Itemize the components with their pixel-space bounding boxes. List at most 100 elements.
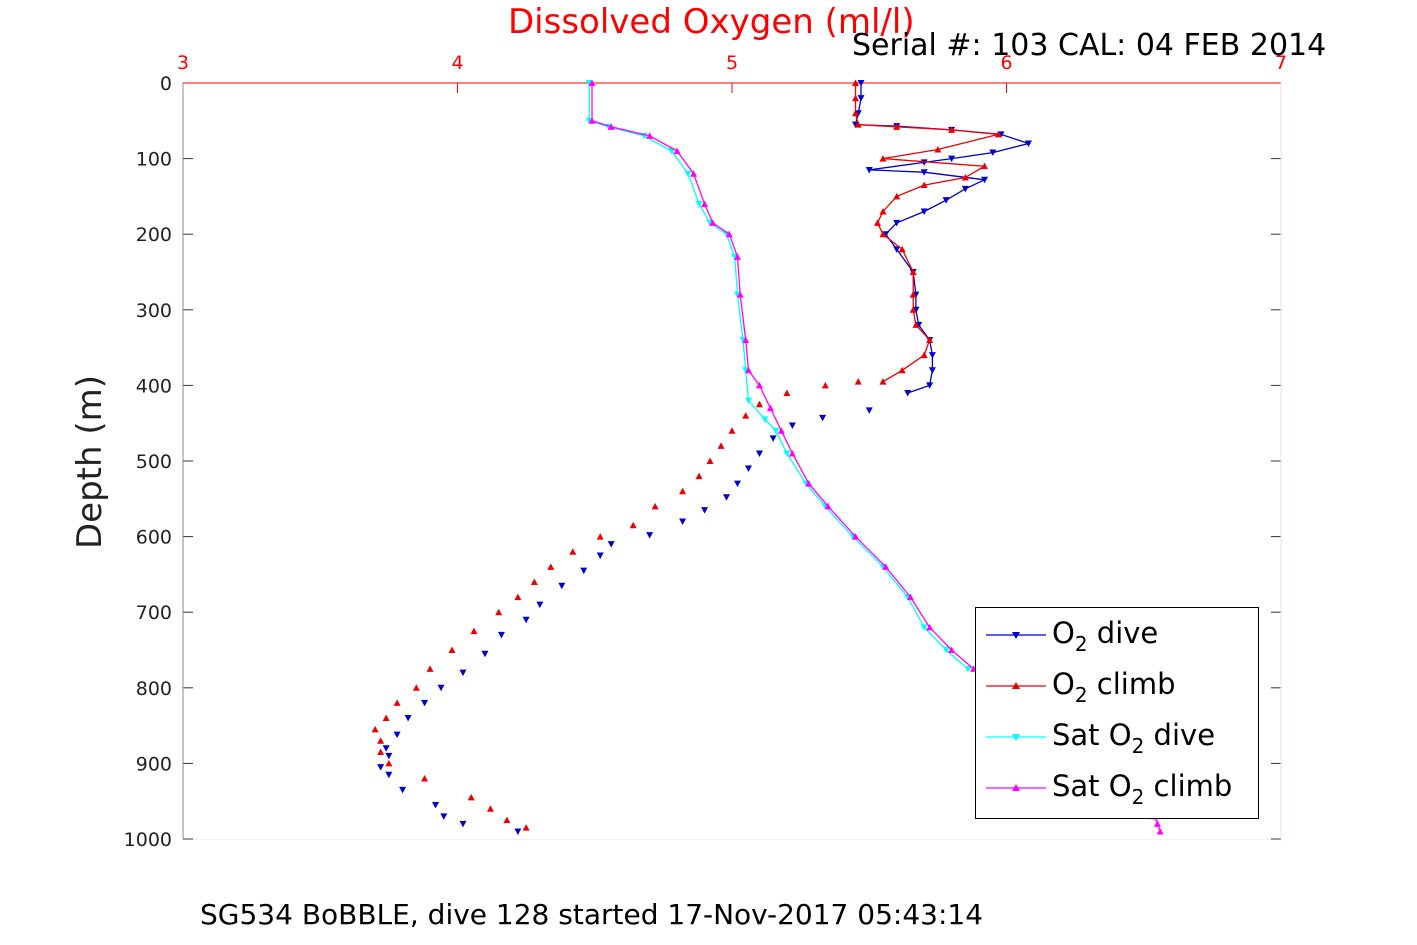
data-point — [854, 121, 862, 128]
data-point — [942, 197, 950, 204]
data-point — [377, 748, 385, 756]
data-point — [404, 715, 412, 722]
data-point — [736, 291, 744, 298]
legend-label: O2 climb — [1052, 667, 1176, 707]
data-point — [819, 414, 827, 422]
data-point — [920, 351, 928, 359]
data-point — [1153, 820, 1161, 827]
data-point — [486, 805, 494, 812]
data-point — [989, 149, 997, 157]
data-point — [898, 366, 906, 374]
data-point — [948, 155, 956, 163]
data-point — [857, 95, 865, 102]
data-point — [440, 813, 448, 820]
x-tick-label: 7 — [1275, 52, 1287, 74]
data-point — [920, 181, 928, 189]
data-point — [607, 123, 615, 130]
data-point — [679, 487, 687, 495]
data-point — [701, 200, 709, 207]
data-point — [495, 608, 503, 616]
y-tick-labels: 0 100 200 300 400 500 600 700 800 900 1000 — [124, 73, 172, 851]
data-point — [898, 245, 906, 253]
data-point — [909, 291, 917, 298]
data-point — [893, 192, 901, 200]
data-point — [772, 427, 780, 435]
data-point — [788, 449, 796, 457]
data-point — [412, 684, 420, 691]
data-point — [783, 450, 791, 457]
data-point — [893, 123, 901, 130]
data-point — [879, 155, 887, 162]
data-point — [684, 170, 692, 178]
data-point — [421, 699, 429, 707]
data-point — [679, 518, 687, 525]
data-point — [857, 80, 865, 87]
data-point — [920, 208, 928, 216]
data-point — [522, 824, 530, 831]
data-point — [723, 494, 731, 501]
data-point — [690, 170, 698, 177]
data-point — [852, 79, 860, 86]
data-point — [717, 442, 725, 449]
data-point — [382, 714, 390, 722]
data-point — [961, 185, 969, 193]
data-point — [470, 627, 478, 635]
data-point — [385, 759, 393, 767]
data-point — [695, 472, 703, 480]
legend-entry-sat-o2-climb: Sat O2 climb — [976, 763, 1258, 813]
data-point — [377, 764, 385, 771]
data-point — [879, 230, 887, 238]
chart-title: Dissolved Oxygen (ml/l) — [508, 2, 915, 42]
data-point — [399, 786, 407, 794]
data-point — [893, 219, 901, 227]
data-point — [385, 752, 393, 760]
data-point — [459, 820, 467, 828]
data-point — [964, 665, 972, 673]
data-point — [948, 126, 956, 133]
x-tick-label: 6 — [1000, 52, 1012, 74]
y-tick-label: 1000 — [124, 829, 172, 851]
legend-entry-o2-climb: O2 climb — [976, 661, 1258, 711]
y-tick-label: 400 — [136, 375, 172, 397]
data-point — [629, 521, 637, 529]
data-point — [852, 94, 860, 102]
data-point — [514, 593, 522, 601]
data-point — [673, 147, 681, 155]
data-point — [588, 117, 596, 124]
data-point — [769, 435, 777, 442]
data-point — [725, 230, 733, 238]
data-point — [497, 631, 505, 639]
data-point — [503, 816, 511, 824]
data-point — [755, 450, 763, 457]
data-point — [536, 601, 544, 609]
x-tick-label: 5 — [726, 52, 738, 74]
y-tick-label: 900 — [136, 753, 172, 775]
data-point — [942, 647, 950, 654]
chart-subtitle: Serial #: 103 CAL: 04 FEB 2014 — [852, 28, 1327, 63]
data-point — [695, 200, 703, 208]
x-tick-label: 4 — [451, 52, 463, 74]
data-point — [733, 253, 741, 260]
data-point — [522, 616, 530, 624]
data-point — [926, 336, 934, 344]
data-point — [580, 567, 588, 575]
data-point — [432, 801, 440, 809]
data-point — [382, 745, 390, 752]
data-point — [882, 563, 890, 570]
legend-label: Sat O2 dive — [1052, 718, 1216, 758]
data-point — [852, 533, 860, 540]
data-point — [783, 389, 791, 396]
data-point — [1156, 827, 1164, 835]
data-point — [744, 465, 752, 473]
legend: O2 dive O2 climb Sat O2 dive Sat O2 clim… — [975, 607, 1259, 819]
data-point — [909, 306, 917, 313]
legend-swatch-sat-o2-climb — [986, 784, 1046, 791]
data-point — [994, 130, 1002, 138]
data-point — [481, 650, 489, 658]
data-point — [744, 366, 752, 374]
data-point — [961, 174, 969, 181]
data-point — [733, 480, 741, 488]
data-point — [569, 548, 577, 555]
data-point — [821, 381, 829, 389]
data-point — [865, 407, 873, 414]
